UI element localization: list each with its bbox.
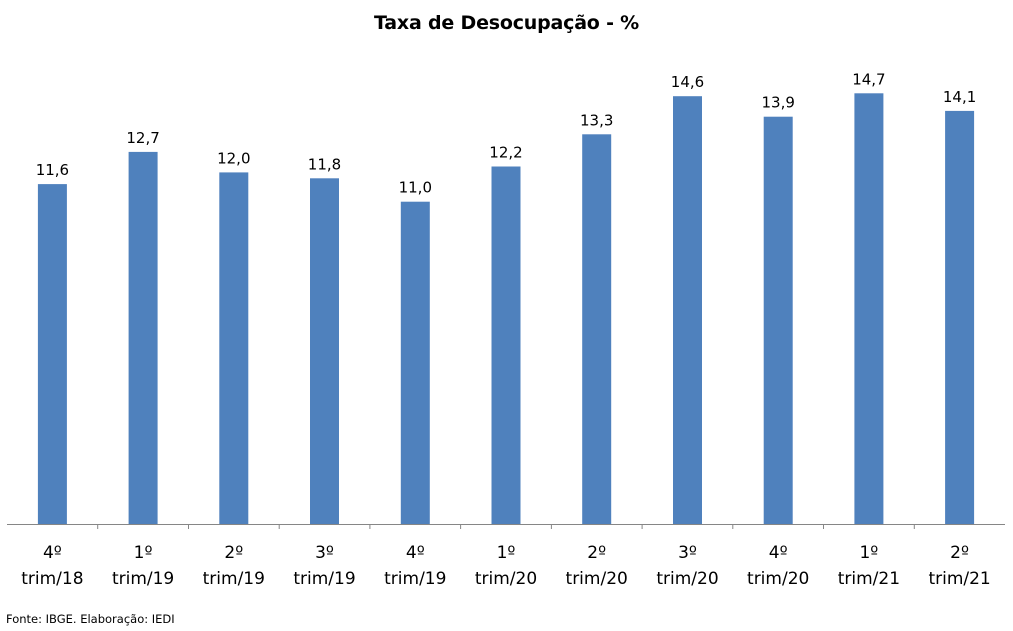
x-tick-label: trim/19	[384, 569, 446, 589]
data-label: 14,6	[671, 73, 704, 91]
x-tick-label: 2º	[587, 543, 606, 563]
x-tick-label: trim/19	[112, 569, 174, 589]
x-tick-label: trim/20	[566, 569, 628, 589]
data-label: 12,2	[489, 144, 522, 162]
data-label: 13,9	[761, 94, 794, 112]
x-tick-label: trim/21	[928, 569, 990, 589]
x-tick-label: 3º	[315, 543, 334, 563]
x-axis-labels-group: 4º trim/18 1º trim/19 2º trim/19 3º trim/19 4º tr…	[21, 543, 991, 589]
data-label: 12,7	[126, 129, 159, 147]
x-tick-label: trim/19	[203, 569, 265, 589]
bar	[854, 93, 884, 525]
data-labels-group: 11,6 12,7 12,0 11,8 11,0 12,2 13,3 14,6 13,9 14,7…	[36, 70, 977, 196]
x-tick-label: trim/20	[475, 569, 537, 589]
x-tick-label: 1º	[859, 543, 878, 563]
x-tick-label: 1º	[134, 543, 153, 563]
bar	[673, 96, 702, 524]
data-label: 14,7	[852, 70, 885, 88]
x-tick-label: 2º	[950, 543, 969, 563]
data-label: 11,6	[36, 161, 69, 179]
x-tick-label: 1º	[497, 543, 516, 563]
bar	[219, 172, 249, 524]
x-tick-label: trim/20	[747, 569, 809, 589]
data-label: 11,0	[399, 179, 432, 197]
bar	[400, 201, 430, 524]
chart-title: Taxa de Desocupação - %	[373, 12, 640, 34]
x-tick-label: 4º	[43, 543, 62, 563]
source-note: Fonte: IBGE. Elaboração: IEDI	[6, 612, 175, 626]
x-tick-label: trim/18	[21, 569, 83, 589]
bar	[763, 116, 793, 524]
bar	[37, 184, 67, 524]
bar	[310, 178, 339, 525]
data-label: 11,8	[308, 155, 341, 173]
x-tick-label: trim/19	[293, 569, 355, 589]
bar	[582, 134, 612, 525]
x-tick-label: 4º	[406, 543, 425, 563]
x-tick-label: 4º	[769, 543, 788, 563]
bar	[128, 151, 158, 524]
bar	[945, 110, 975, 525]
x-tick-label: trim/21	[838, 569, 900, 589]
x-tick-label: 2º	[224, 543, 243, 563]
bar	[491, 166, 521, 524]
data-label: 13,3	[580, 111, 613, 129]
x-axis-ticks-group	[97, 524, 915, 529]
bars-group	[37, 93, 975, 525]
x-tick-label: trim/20	[656, 569, 718, 589]
data-label: 12,0	[217, 149, 250, 167]
data-label: 14,1	[943, 88, 976, 106]
x-tick-label: 3º	[678, 543, 697, 563]
